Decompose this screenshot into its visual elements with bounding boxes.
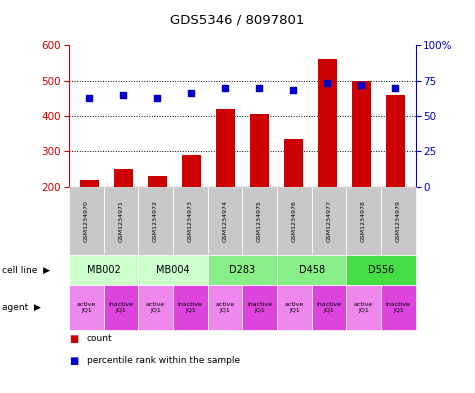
Bar [352, 81, 371, 187]
Bar [80, 180, 99, 187]
Point [120, 92, 127, 98]
Text: inactive
JQ1: inactive JQ1 [178, 302, 203, 313]
Text: active
JQ1: active JQ1 [146, 302, 165, 313]
Bar [250, 114, 268, 187]
Text: GSM1234979: GSM1234979 [396, 200, 401, 242]
Text: D556: D556 [368, 265, 394, 275]
Bar [216, 109, 235, 187]
Point [86, 94, 93, 101]
Text: GSM1234975: GSM1234975 [257, 200, 262, 242]
Bar [318, 59, 337, 187]
Text: agent  ▶: agent ▶ [2, 303, 41, 312]
Text: GSM1234972: GSM1234972 [153, 200, 158, 242]
Text: inactive
JQ1: inactive JQ1 [386, 302, 411, 313]
Text: active
JQ1: active JQ1 [354, 302, 373, 313]
Text: ■: ■ [69, 334, 78, 344]
Text: cell line  ▶: cell line ▶ [2, 266, 50, 275]
Text: active
JQ1: active JQ1 [215, 302, 235, 313]
Point [256, 84, 263, 91]
Text: active
JQ1: active JQ1 [285, 302, 304, 313]
Text: GSM1234971: GSM1234971 [118, 200, 124, 242]
Bar [386, 95, 405, 187]
Text: GSM1234973: GSM1234973 [188, 200, 193, 242]
Point [221, 84, 229, 91]
Text: MB004: MB004 [156, 265, 190, 275]
Point [323, 80, 331, 86]
Text: inactive
JQ1: inactive JQ1 [316, 302, 342, 313]
Text: ■: ■ [69, 356, 78, 365]
Point [188, 90, 195, 96]
Bar [148, 176, 167, 187]
Text: GSM1234974: GSM1234974 [222, 200, 228, 242]
Text: GSM1234978: GSM1234978 [361, 200, 366, 242]
Text: GSM1234977: GSM1234977 [326, 200, 332, 242]
Text: GSM1234976: GSM1234976 [292, 200, 297, 242]
Text: MB002: MB002 [86, 265, 121, 275]
Text: inactive
JQ1: inactive JQ1 [108, 302, 133, 313]
Point [289, 87, 297, 94]
Text: GSM1234970: GSM1234970 [84, 200, 89, 242]
Text: D458: D458 [298, 265, 324, 275]
Point [391, 84, 399, 91]
Text: D283: D283 [229, 265, 255, 275]
Text: inactive
JQ1: inactive JQ1 [247, 302, 272, 313]
Text: percentile rank within the sample: percentile rank within the sample [87, 356, 240, 365]
Text: count: count [87, 334, 113, 343]
Point [153, 94, 161, 101]
Bar [182, 155, 200, 187]
Text: active
JQ1: active JQ1 [76, 302, 96, 313]
Bar [284, 139, 303, 187]
Point [357, 82, 365, 88]
Text: GDS5346 / 8097801: GDS5346 / 8097801 [171, 14, 304, 27]
Bar [114, 169, 133, 187]
